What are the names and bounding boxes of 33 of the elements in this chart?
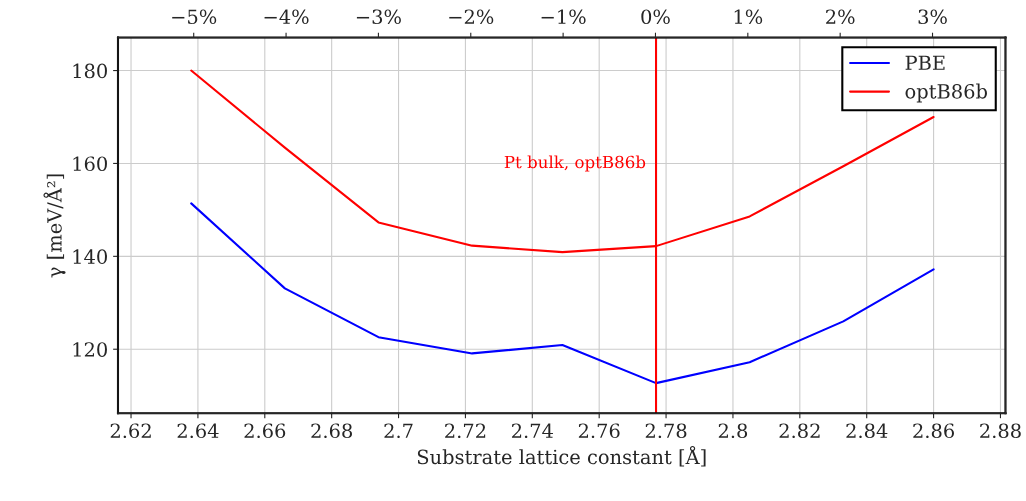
line-series (190, 202, 935, 385)
y-axis-title: γ [meV/Å²] (43, 174, 66, 278)
x-tick-label: 2.82 (779, 423, 820, 439)
x-tick-label: 2.74 (511, 423, 553, 439)
y-tick-label: 140 (73, 249, 107, 264)
x-tick-label: 2.7 (384, 423, 413, 439)
x2-tick-label: −1% (541, 9, 586, 25)
ref-line-label: Pt bulk, optB86b (504, 155, 646, 172)
x-tick-label: 2.72 (445, 423, 486, 439)
x-tick-label: 2.76 (578, 423, 620, 439)
x-tick-label: 2.66 (244, 423, 286, 439)
x2-tick-label: −2% (449, 9, 494, 25)
y-tick-label: 180 (73, 63, 107, 79)
x2-tick-label: −4% (264, 9, 309, 25)
legend-label: optB86b (905, 83, 987, 103)
y-tick-label: 160 (73, 156, 107, 172)
x2-tick-label: −5% (172, 9, 217, 25)
x-tick-label: 2.88 (980, 423, 1021, 439)
x-axis-title: Substrate lattice constant [Å] (417, 445, 706, 467)
x-tick-label: 2.84 (846, 423, 888, 439)
x-tick-label: 2.68 (311, 423, 353, 439)
x2-tick-label: 0% (641, 9, 670, 25)
x-tick-label: 2.62 (110, 423, 151, 439)
x2-tick-label: −3% (356, 9, 401, 25)
x-tick-label: 2.78 (645, 423, 687, 439)
y-tick-label: 120 (73, 342, 107, 357)
x2-tick-label: 1% (734, 9, 763, 25)
x-tick-label: 2.64 (177, 423, 219, 439)
x2-tick-label: 3% (918, 9, 947, 25)
legend-label: PBE (905, 55, 945, 70)
x-tick-label: 2.8 (718, 423, 748, 439)
x2-tick-label: 2% (826, 9, 855, 25)
x-tick-label: 2.86 (913, 423, 955, 439)
